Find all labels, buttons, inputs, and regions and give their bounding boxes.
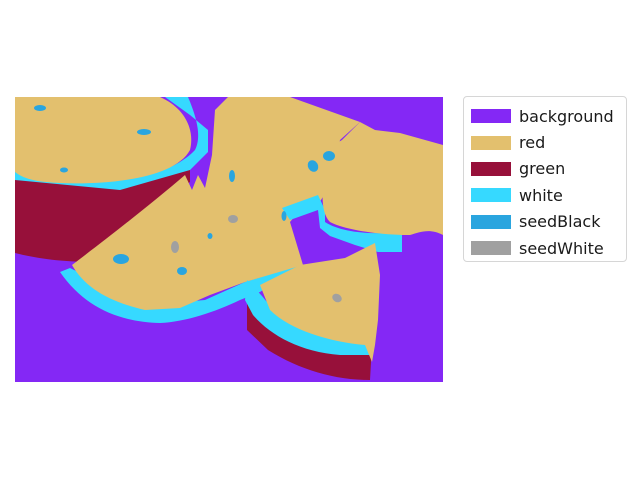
seed-dark: [34, 105, 46, 111]
pith-region-center: [60, 265, 300, 323]
flesh-region-right: [322, 122, 443, 235]
seed-light: [228, 215, 238, 223]
legend-item-seedwhite: seedWhite: [471, 235, 626, 261]
rind-region-bottom: [247, 290, 372, 380]
legend-item-white: white: [471, 182, 626, 208]
seed-dark: [229, 170, 235, 182]
legend-swatch: [471, 161, 511, 176]
legend-item-background: background: [471, 103, 626, 129]
legend-swatch: [471, 109, 511, 124]
seed-dark: [60, 167, 68, 173]
seed-dark: [207, 233, 213, 239]
mask-image: [15, 97, 443, 382]
legend-swatch: [471, 188, 511, 203]
legend-label: white: [519, 185, 563, 205]
flesh-region-bottom: [260, 243, 380, 362]
seed-light: [332, 293, 342, 303]
seed-dark: [113, 254, 129, 264]
flesh-region-center: [72, 97, 360, 310]
legend-item-red: red: [471, 129, 626, 155]
pith-region-left: [15, 97, 208, 190]
seed-dark: [177, 267, 187, 275]
pith-region-bottom: [245, 280, 370, 355]
seed-dark: [323, 151, 335, 161]
legend-label: seedWhite: [519, 238, 604, 258]
flesh-region-left: [15, 97, 192, 184]
legend-swatch: [471, 214, 511, 229]
legend-label: red: [519, 133, 546, 153]
seed-dark: [281, 211, 287, 221]
rind-region-left: [15, 170, 190, 262]
legend-item-green: green: [471, 156, 626, 182]
legend-swatch: [471, 241, 511, 256]
legend-label: background: [519, 106, 614, 126]
seed-dark: [137, 129, 151, 135]
pith-region-right: [282, 195, 402, 252]
seed-light: [171, 241, 179, 253]
legend: background red green white seedBlack see…: [463, 96, 627, 262]
legend-item-seedblack: seedBlack: [471, 209, 626, 235]
legend-swatch: [471, 135, 511, 150]
seed-dark: [307, 160, 319, 172]
legend-label: seedBlack: [519, 212, 601, 232]
legend-label: green: [519, 159, 566, 179]
